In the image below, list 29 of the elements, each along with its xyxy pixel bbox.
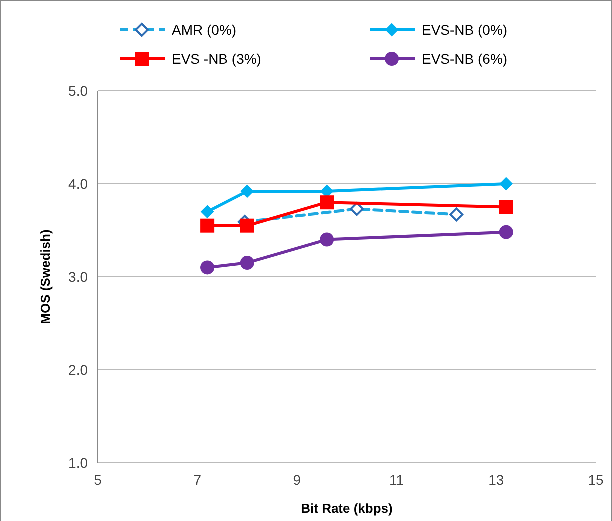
point: [240, 184, 254, 198]
point: [200, 260, 215, 275]
x-tick-label: 7: [194, 472, 202, 488]
legend-label: AMR (0%): [172, 22, 237, 38]
legend-label: EVS-NB (0%): [422, 22, 508, 38]
point: [320, 184, 334, 198]
point: [499, 200, 514, 214]
y-axis-title: MOS (Swedish): [38, 230, 53, 324]
y-tick-label: 1.0: [68, 454, 88, 471]
y-tick-label: 2.0: [68, 362, 88, 378]
y-tick-label: 4.0: [68, 176, 88, 192]
x-tick-label: 9: [293, 472, 302, 488]
x-tick-label: 15: [588, 472, 604, 488]
legend-label: EVS -NB (3%): [172, 50, 262, 67]
point: [320, 196, 334, 210]
point: [499, 225, 514, 240]
x-tick-label: 11: [390, 472, 404, 488]
point: [500, 178, 513, 190]
y-tick-label: 5.0: [68, 82, 88, 99]
x-tick-label: 5: [94, 472, 102, 488]
point: [200, 218, 215, 233]
x-tick-label: 13: [488, 472, 504, 488]
point: [240, 256, 254, 270]
point: [240, 218, 254, 233]
x-axis-title: Bit Rate (kbps): [301, 501, 393, 516]
point: [320, 232, 334, 247]
point: [201, 205, 214, 218]
legend-label: EVS-NB (6%): [422, 50, 508, 67]
y-tick-label: 3.0: [68, 268, 88, 285]
